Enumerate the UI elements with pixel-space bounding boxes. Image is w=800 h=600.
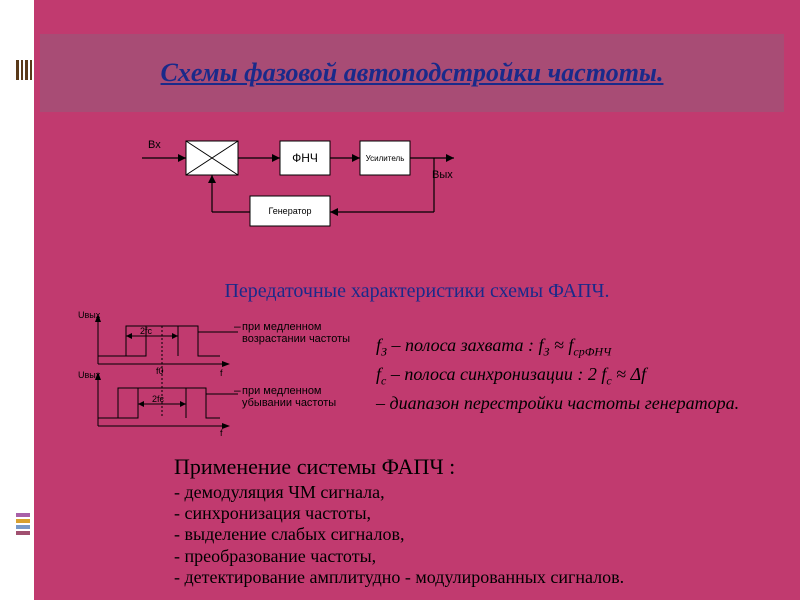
svg-text:–: –: [234, 319, 241, 333]
svg-text:возрастании частоты: возрастании частоты: [242, 333, 350, 345]
svg-text:f0: f0: [156, 366, 164, 376]
svg-text:убывании частоты: убывании частоты: [242, 397, 336, 409]
svg-text:при медленном: при медленном: [242, 385, 322, 397]
svg-text:f: f: [220, 428, 223, 438]
formula-line-2: fc – полоса синхронизации : 2 fc ≈ Δf: [376, 361, 739, 390]
list-item: - выделение слабых сигналов,: [174, 524, 624, 545]
formula-line-3: – диапазон перестройки частоты генератор…: [376, 390, 739, 416]
svg-text:Uвых: Uвых: [78, 310, 101, 320]
svg-text:Усилитель: Усилитель: [366, 154, 405, 163]
list-item: - синхронизация частоты,: [174, 503, 624, 524]
hysteresis-diagram: Uвых Uвых f f 2fc 2fc f0 при медленном в…: [78, 308, 378, 438]
applications: Применение системы ФАПЧ : - демодуляция …: [174, 454, 624, 588]
block-diagram: ФНЧ Усилитель Генератор Вх Вых: [134, 130, 464, 240]
page-title: Схемы фазовой автоподстройки частоты.: [161, 58, 664, 88]
formulas: fЗ – полоса захвата : fЗ ≈ fсрФНЧ fc – п…: [376, 332, 739, 416]
svg-text:2fc: 2fc: [140, 326, 153, 336]
applications-title: Применение системы ФАПЧ :: [174, 454, 624, 480]
slide: Схемы фазовой автоподстройки частоты.: [34, 0, 800, 600]
subtitle: Передаточные характеристики схемы ФАПЧ.: [34, 280, 800, 303]
title-band: Схемы фазовой автоподстройки частоты.: [40, 34, 784, 112]
svg-text:Вх: Вх: [148, 139, 161, 151]
list-item: - преобразование частоты,: [174, 546, 624, 567]
decoration-bars-bottom: [16, 513, 30, 535]
list-item: - демодуляция ЧМ сигнала,: [174, 482, 624, 503]
svg-text:ФНЧ: ФНЧ: [292, 151, 318, 165]
svg-text:Uвых: Uвых: [78, 370, 101, 380]
svg-text:f: f: [220, 368, 223, 378]
svg-text:Генератор: Генератор: [268, 206, 311, 216]
svg-text:–: –: [234, 383, 241, 397]
formula-line-1: fЗ – полоса захвата : fЗ ≈ fсрФНЧ: [376, 332, 739, 361]
applications-list: - демодуляция ЧМ сигнала, - синхронизаци…: [174, 482, 624, 588]
list-item: - детектирование амплитудно - модулирова…: [174, 567, 624, 588]
svg-text:при медленном: при медленном: [242, 321, 322, 333]
svg-text:Вых: Вых: [432, 169, 453, 181]
svg-text:2fc: 2fc: [152, 394, 165, 404]
